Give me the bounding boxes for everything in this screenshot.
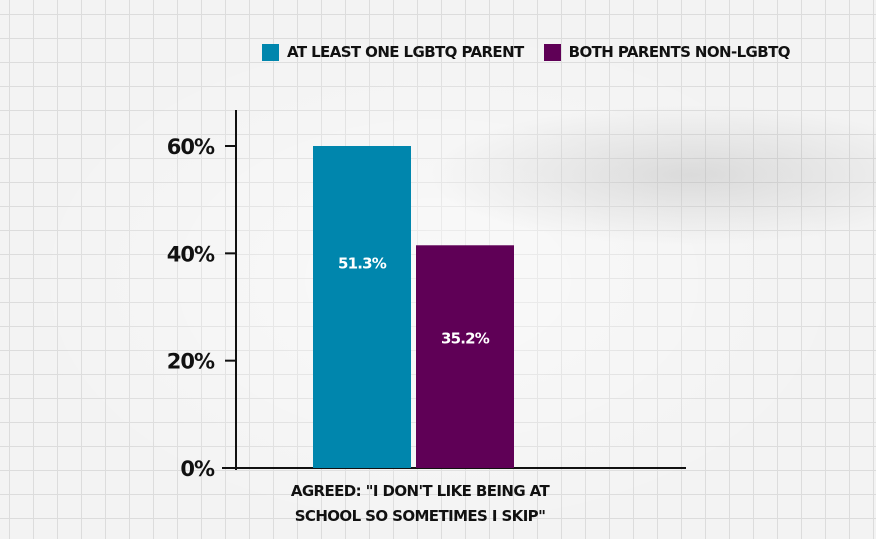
legend-label-lgbtq-parent: AT LEAST ONE LGBTQ PARENT: [287, 43, 524, 61]
bar-non-lgbtq: [416, 245, 514, 468]
y-tick-label-0: 0%: [180, 457, 215, 481]
category-label-line-1: AGREED: "I DON'T LIKE BEING AT: [291, 482, 551, 500]
legend-label-non-lgbtq: BOTH PARENTS NON-LGBTQ: [568, 43, 791, 61]
y-tick-label-40: 40%: [167, 242, 215, 266]
legend-item-non-lgbtq: BOTH PARENTS NON-LGBTQ: [543, 43, 791, 61]
data-label-non-lgbtq: 35.2%: [441, 329, 490, 347]
data-label-lgbtq-parent: 51.3%: [338, 254, 387, 272]
category-label-line-2: SCHOOL SO SOMETIMES I SKIP": [295, 507, 546, 525]
legend-swatch-non-lgbtq: [543, 43, 561, 61]
legend: AT LEAST ONE LGBTQ PARENT BOTH PARENTS N…: [262, 41, 810, 63]
legend-swatch-lgbtq-parent: [262, 43, 279, 61]
y-tick-label-60: 60%: [167, 135, 215, 159]
legend-item-lgbtq-parent: AT LEAST ONE LGBTQ PARENT: [262, 43, 524, 61]
y-tick-label-20: 20%: [167, 350, 215, 374]
bar-lgbtq-parent: [313, 146, 411, 468]
